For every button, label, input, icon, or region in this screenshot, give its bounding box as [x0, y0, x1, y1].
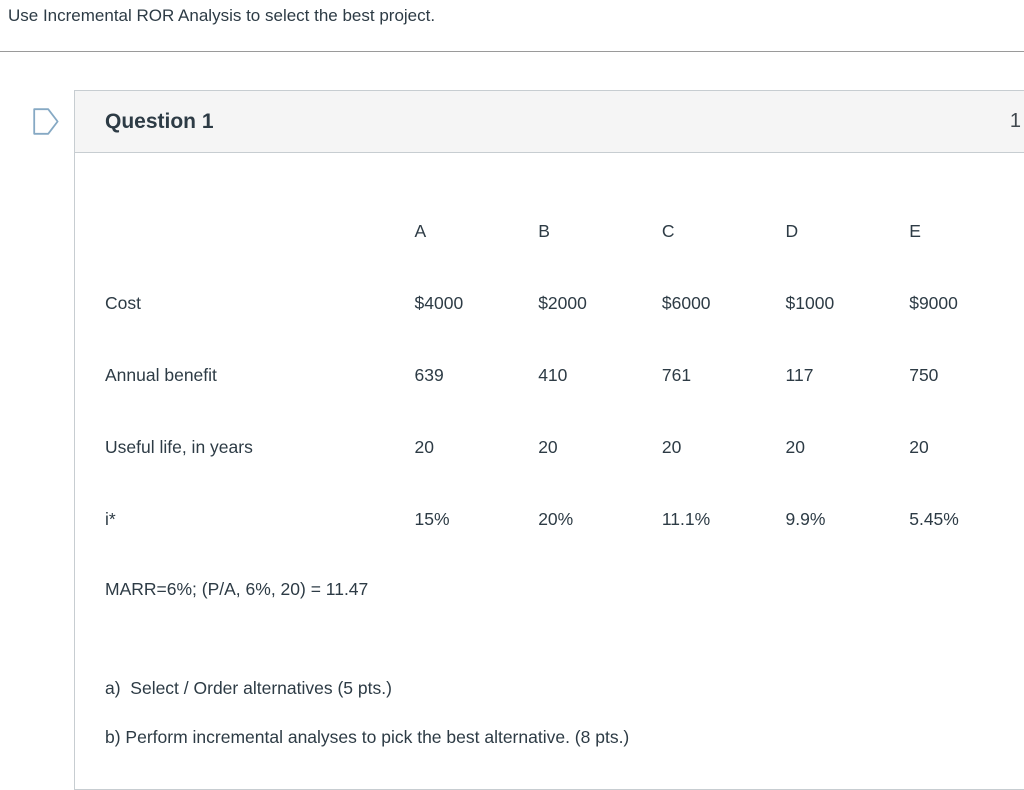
cell-value: 750 — [909, 364, 939, 385]
flag-question-icon[interactable] — [33, 108, 59, 135]
row-label: Cost — [105, 292, 141, 313]
question-title: Question 1 — [105, 109, 214, 133]
column-header-e: E — [909, 220, 921, 241]
row-label: Annual benefit — [105, 364, 217, 385]
part-a: a) Select / Order alternatives (5 pts.) — [105, 678, 392, 698]
cell-value: 20% — [538, 508, 574, 529]
cell-value: 20 — [661, 436, 682, 457]
cell-value: $2000 — [538, 292, 587, 313]
row-label: Useful life, in years — [105, 436, 253, 457]
assignment-instruction: Use Incremental ROR Analysis to select t… — [8, 6, 436, 25]
table-row-istar: i* 15% 20% 11.1% 9.9% 5.45% — [105, 483, 1024, 555]
row-label-blank — [105, 195, 415, 267]
table-header-row: A B C D E — [105, 195, 1024, 267]
cell-value: $6000 — [661, 292, 711, 313]
cell-value: $9000 — [909, 292, 958, 313]
row-label: i* — [105, 508, 116, 529]
cell-value: 20 — [414, 436, 434, 457]
column-header-a: A — [414, 220, 427, 241]
question-body: A B C D E Cost $4000 $2000 $6000 $1000 $… — [75, 195, 1024, 749]
alternatives-table: A B C D E Cost $4000 $2000 $6000 $1000 $… — [105, 195, 1024, 555]
cell-value: 15% — [414, 508, 450, 529]
cell-value: 9.9% — [785, 508, 826, 529]
cell-value: 11.1% — [661, 508, 711, 529]
cell-value: 20 — [785, 436, 806, 457]
column-header-d: D — [785, 220, 799, 241]
cell-value: 639 — [414, 364, 444, 385]
bookmark-icon — [33, 108, 59, 135]
table-row-cost: Cost $4000 $2000 $6000 $1000 $9000 — [105, 267, 1024, 339]
question-panel: Question 1 1 A B C D E C — [74, 90, 1024, 790]
question-header: Question 1 1 — [75, 91, 1024, 153]
cell-value: 410 — [538, 364, 568, 385]
cell-value: 117 — [785, 364, 814, 385]
question-points: 1 — [1009, 110, 1021, 132]
table-row-annual-benefit: Annual benefit 639 410 761 117 750 — [105, 339, 1024, 411]
column-header-b: B — [538, 220, 550, 241]
cell-value: 20 — [538, 436, 558, 457]
cell-value: 20 — [909, 436, 929, 457]
cell-value: 761 — [661, 364, 692, 385]
cell-value: 5.45% — [909, 508, 959, 529]
cell-value: $1000 — [785, 292, 835, 313]
table-row-useful-life: Useful life, in years 20 20 20 20 20 — [105, 411, 1024, 483]
divider — [0, 51, 1024, 52]
cell-value: $4000 — [414, 292, 464, 313]
part-b: b) Perform incremental analyses to pick … — [105, 727, 630, 747]
marr-note: MARR=6%; (P/A, 6%, 20) = 11.47 — [105, 579, 369, 599]
column-header-c: C — [661, 220, 675, 241]
